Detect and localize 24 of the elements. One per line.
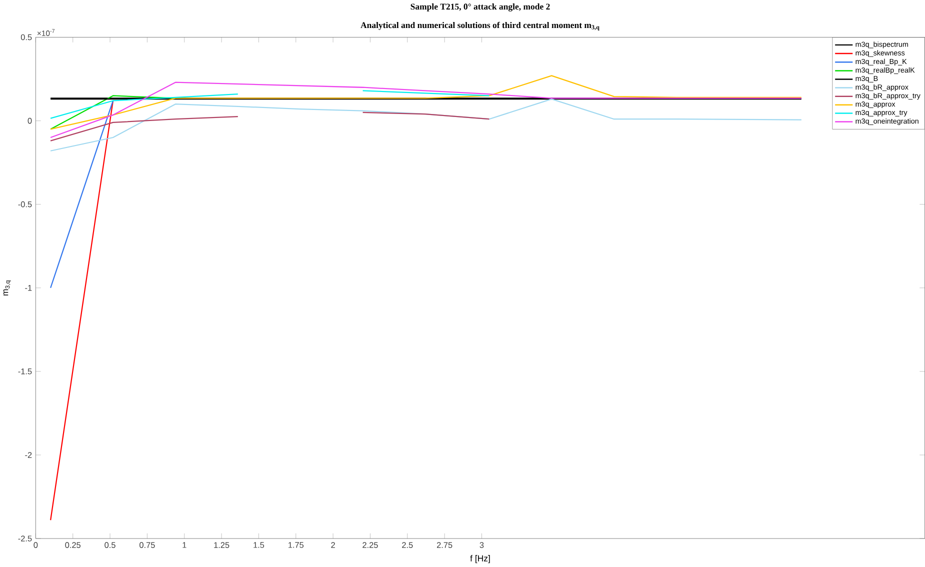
x-tick-label: 2.75: [436, 542, 452, 548]
y-tick-label: -1.5: [18, 368, 32, 374]
y-tick-label: -0.5: [18, 202, 32, 208]
x-tick-label: 3: [480, 542, 484, 548]
y-tick-label: -1: [25, 285, 32, 291]
y-tick-label: 0: [28, 118, 32, 124]
x-tick-label: 0.5: [104, 542, 116, 548]
x-tick-label: 1.25: [214, 542, 230, 548]
x-tick-label: 1.5: [254, 542, 264, 548]
x-axis-title: f [Hz]: [470, 555, 490, 564]
y-tick-label: -2: [25, 452, 32, 458]
x-tick-label: 2.5: [402, 542, 413, 548]
y-tick-label: -2.5: [18, 536, 32, 542]
y-tick-label: 0.5: [20, 34, 32, 40]
x-tick-label: 1: [182, 542, 186, 548]
x-tick-label: 2.25: [362, 542, 378, 548]
x-tick-label: 0.75: [140, 542, 155, 548]
x-tick-label: 1.75: [288, 542, 304, 548]
y-axis-title: m$_{3,q}$: [3, 280, 11, 296]
x-tick-label: 0.25: [65, 542, 81, 548]
chart-title: Sample T215, 0° attack angle, mode 2: [410, 4, 550, 12]
chart-subtitle: Analytical and numerical solutions of third central moment m$_{3,q}$: [360, 22, 600, 31]
x-tick-label: 0: [34, 542, 38, 548]
x-tick-label: 2: [331, 542, 335, 548]
